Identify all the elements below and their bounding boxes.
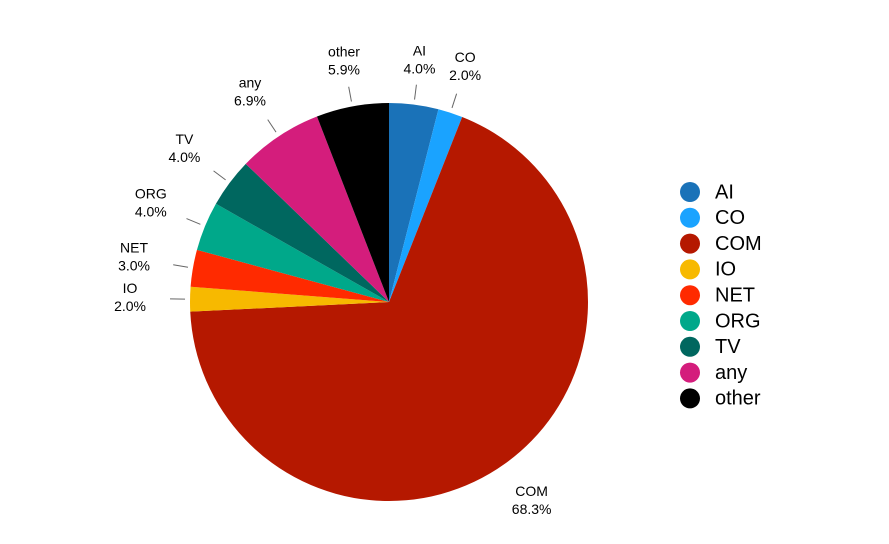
leader-line xyxy=(451,93,458,109)
slice-value-label: 3.0% xyxy=(118,258,150,274)
legend-marker xyxy=(680,311,700,331)
slice-label: IO xyxy=(123,280,138,296)
slice-value-label: 4.0% xyxy=(168,149,200,165)
slice-label: COM xyxy=(515,483,548,499)
slice-value-label: 4.0% xyxy=(135,204,167,220)
legend-label: other xyxy=(715,388,761,410)
legend-label: IO xyxy=(715,259,736,281)
pie-slice xyxy=(196,203,389,302)
slice-label: CO xyxy=(455,49,476,65)
slice-label: other xyxy=(328,44,360,60)
legend-marker xyxy=(680,336,700,357)
leader-line xyxy=(348,86,352,102)
legend-label: any xyxy=(715,362,747,384)
leader-line xyxy=(267,119,277,133)
slice-label: any xyxy=(239,75,262,91)
legend-marker xyxy=(680,207,700,228)
slice-value-label: 4.0% xyxy=(403,60,435,76)
legend-label: NET xyxy=(715,284,755,306)
pie-slice xyxy=(190,249,389,302)
slice-label: TV xyxy=(175,131,194,147)
legend-marker xyxy=(680,285,700,306)
legend-label: TV xyxy=(715,336,741,358)
slice-value-label: 68.3% xyxy=(512,501,552,517)
pie-slice xyxy=(215,163,389,302)
pie-slice xyxy=(189,286,389,312)
legend-label: COM xyxy=(715,233,762,255)
leader-line xyxy=(414,84,417,100)
legend-label: CO xyxy=(715,207,745,229)
pie-slice xyxy=(245,116,389,302)
legend-label: AI xyxy=(715,181,734,203)
slice-label: NET xyxy=(120,240,148,256)
pie-slice xyxy=(316,103,389,302)
legend-marker xyxy=(680,259,700,280)
leader-line xyxy=(213,170,226,181)
legend-marker xyxy=(680,182,700,202)
leader-line xyxy=(186,218,201,225)
legend-marker xyxy=(680,388,700,409)
slice-value-label: 6.9% xyxy=(234,93,266,109)
leader-line xyxy=(173,264,189,268)
slice-label: ORG xyxy=(135,186,167,202)
legend-label: ORG xyxy=(715,310,761,332)
pie-slice xyxy=(389,109,463,302)
pie-slice xyxy=(389,103,439,302)
slice-label: AI xyxy=(413,42,426,58)
slice-value-label: 5.9% xyxy=(328,62,360,78)
legend-marker xyxy=(680,362,700,383)
legend-marker xyxy=(680,233,700,254)
slice-value-label: 2.0% xyxy=(114,298,146,314)
pie-slice xyxy=(190,116,589,502)
slice-value-label: 2.0% xyxy=(449,67,481,83)
